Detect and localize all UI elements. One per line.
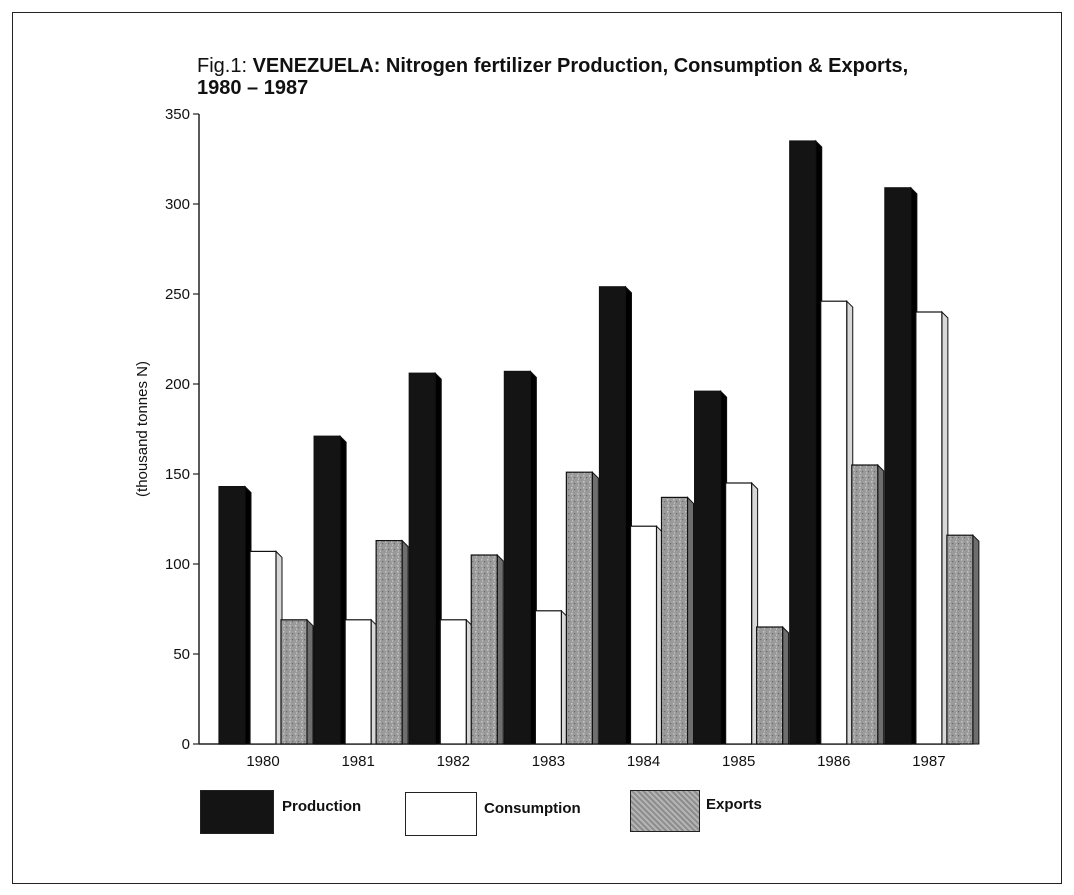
bar-production-1985 (694, 390, 722, 745)
bar-consumption-1982 (439, 619, 467, 745)
y-tick-label: 200 (165, 376, 190, 393)
x-tick-label: 1982 (437, 753, 470, 770)
y-tick-label: 350 (165, 106, 190, 123)
legend-label-production: Production (282, 798, 362, 815)
y-tick-label: 0 (182, 736, 190, 753)
bar-consumption-1984 (629, 525, 658, 745)
bar-side-exports-1987 (972, 533, 980, 745)
legend-label-consumption: Consumption (484, 800, 581, 817)
legend-swatch-production (200, 790, 274, 834)
bar-exports-1981 (375, 539, 403, 745)
x-tick-label: 1987 (912, 753, 945, 770)
bar-consumption-1980 (249, 550, 277, 745)
legend-swatch-exports (630, 790, 700, 832)
bar-consumption-1983 (534, 610, 562, 745)
bar-exports-1983 (565, 471, 593, 745)
x-tick-label: 1986 (817, 753, 850, 770)
y-tick-label: 50 (173, 646, 190, 663)
title-prefix: Fig.1: (197, 55, 253, 77)
bar-consumption-1981 (344, 619, 372, 745)
y-tick-label: 100 (165, 556, 190, 573)
x-tick-label: 1981 (341, 753, 374, 770)
bar-side-exports-1982 (496, 553, 504, 745)
legend: Production Consumption Exports (0, 788, 1074, 848)
y-tick-label: 250 (165, 286, 190, 303)
legend-swatch-consumption (405, 792, 477, 836)
legend-label-exports: Exports (706, 796, 762, 813)
bar-side-exports-1984 (687, 496, 694, 745)
bar-production-1987 (884, 187, 912, 745)
figure-frame (12, 12, 1062, 884)
bar-exports-1982 (470, 554, 498, 745)
bar-production-1983 (503, 370, 531, 745)
title-years: 1980 – 1987 (197, 77, 309, 99)
bar-side-exports-1985 (782, 625, 790, 745)
bar-consumption-1987 (915, 311, 943, 745)
title-main: VENEZUELA: Nitrogen fertilizer Productio… (252, 55, 909, 77)
chart-title: Fig.1: VENEZUELA: Nitrogen fertilizer Pr… (197, 55, 908, 99)
bar-exports-1980 (280, 619, 308, 745)
bar-side-exports-1986 (877, 463, 885, 745)
y-tick-label: 150 (165, 466, 190, 483)
bar-exports-1985 (756, 626, 784, 745)
bar-exports-1984 (660, 496, 689, 745)
bar-production-1981 (313, 435, 341, 745)
bar-production-1986 (789, 140, 817, 745)
x-tick-label: 1984 (627, 753, 660, 770)
y-axis-label: (thousand tonnes N) (134, 361, 151, 497)
bar-side-exports-1983 (591, 470, 599, 745)
x-tick-label: 1983 (532, 753, 565, 770)
bar-production-1984 (598, 286, 627, 745)
bar-side-exports-1980 (306, 618, 314, 745)
bar-side-exports-1981 (401, 539, 409, 745)
bar-exports-1987 (946, 534, 974, 745)
bar-exports-1986 (851, 464, 879, 745)
x-tick-label: 1985 (722, 753, 755, 770)
bar-consumption-1985 (725, 482, 753, 745)
y-tick-label: 300 (165, 196, 190, 213)
bar-production-1982 (408, 372, 436, 745)
bar-production-1980 (218, 486, 246, 745)
x-tick-label: 1980 (246, 753, 279, 770)
bar-consumption-1986 (820, 300, 848, 745)
